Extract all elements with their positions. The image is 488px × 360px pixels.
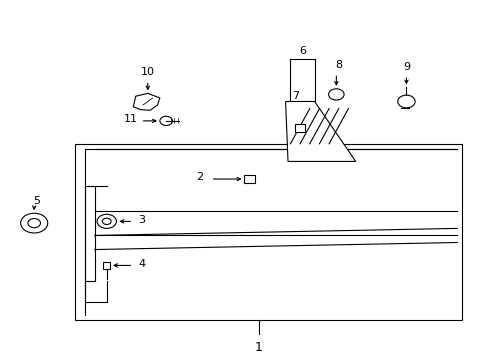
Polygon shape [133, 93, 160, 110]
Text: 3: 3 [138, 215, 145, 225]
Circle shape [397, 95, 414, 108]
Text: 6: 6 [298, 46, 305, 56]
Circle shape [20, 213, 48, 233]
Text: 11: 11 [124, 114, 138, 124]
Text: 1: 1 [255, 341, 263, 354]
Circle shape [160, 116, 172, 125]
Text: 8: 8 [334, 60, 342, 70]
Text: 4: 4 [138, 258, 145, 269]
Text: 5: 5 [33, 196, 40, 206]
Text: 9: 9 [402, 62, 409, 72]
Circle shape [28, 219, 41, 228]
Bar [244, 175, 255, 183]
Circle shape [328, 89, 344, 100]
Text: 7: 7 [291, 91, 298, 102]
Text: 2: 2 [196, 172, 203, 182]
Circle shape [97, 214, 116, 228]
Bar [75, 144, 461, 320]
Text: 10: 10 [141, 67, 155, 77]
Polygon shape [285, 102, 355, 161]
Bar [294, 124, 305, 132]
Bar [103, 262, 110, 269]
Circle shape [102, 218, 111, 225]
